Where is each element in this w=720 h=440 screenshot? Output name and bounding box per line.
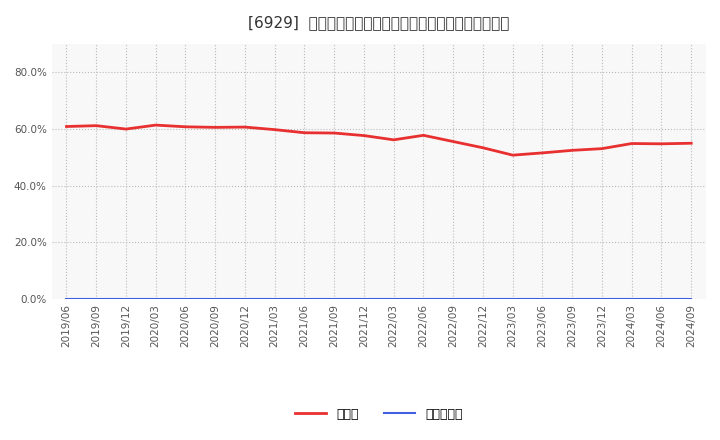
有利子負債 <box>330 297 338 302</box>
現預金 <box>62 124 71 129</box>
現預金 <box>92 123 101 128</box>
有利子負債 <box>657 297 666 302</box>
現預金 <box>122 126 130 132</box>
有利子負債 <box>419 297 428 302</box>
有利子負債 <box>360 297 369 302</box>
Line: 現預金: 現預金 <box>66 125 691 155</box>
有利子負債 <box>538 297 546 302</box>
現預金 <box>360 133 369 138</box>
有利子負債 <box>479 297 487 302</box>
Title: [6929]  現預金、有利子負債の総資産に対する比率の推移: [6929] 現預金、有利子負債の総資産に対する比率の推移 <box>248 15 510 30</box>
有利子負債 <box>508 297 517 302</box>
現預金 <box>151 122 160 128</box>
現預金 <box>240 125 249 130</box>
現預金 <box>627 141 636 146</box>
現預金 <box>390 137 398 143</box>
現預金 <box>181 124 190 129</box>
有利子負債 <box>151 297 160 302</box>
有利子負債 <box>598 297 606 302</box>
有利子負債 <box>300 297 309 302</box>
有利子負債 <box>687 297 696 302</box>
現預金 <box>211 125 220 130</box>
有利子負債 <box>92 297 101 302</box>
現預金 <box>449 139 458 144</box>
有利子負債 <box>122 297 130 302</box>
有利子負債 <box>568 297 577 302</box>
現預金 <box>300 130 309 136</box>
現預金 <box>419 133 428 138</box>
現預金 <box>538 150 546 155</box>
有利子負債 <box>449 297 458 302</box>
現預金 <box>479 145 487 150</box>
現預金 <box>508 153 517 158</box>
現預金 <box>657 141 666 147</box>
有利子負債 <box>390 297 398 302</box>
有利子負債 <box>181 297 190 302</box>
有利子負債 <box>62 297 71 302</box>
有利子負債 <box>240 297 249 302</box>
現預金 <box>687 141 696 146</box>
有利子負債 <box>627 297 636 302</box>
Legend: 現預金, 有利子負債: 現預金, 有利子負債 <box>290 403 467 425</box>
現預金 <box>271 127 279 132</box>
現預金 <box>568 148 577 153</box>
有利子負債 <box>271 297 279 302</box>
有利子負債 <box>211 297 220 302</box>
現預金 <box>598 146 606 151</box>
現預金 <box>330 130 338 136</box>
